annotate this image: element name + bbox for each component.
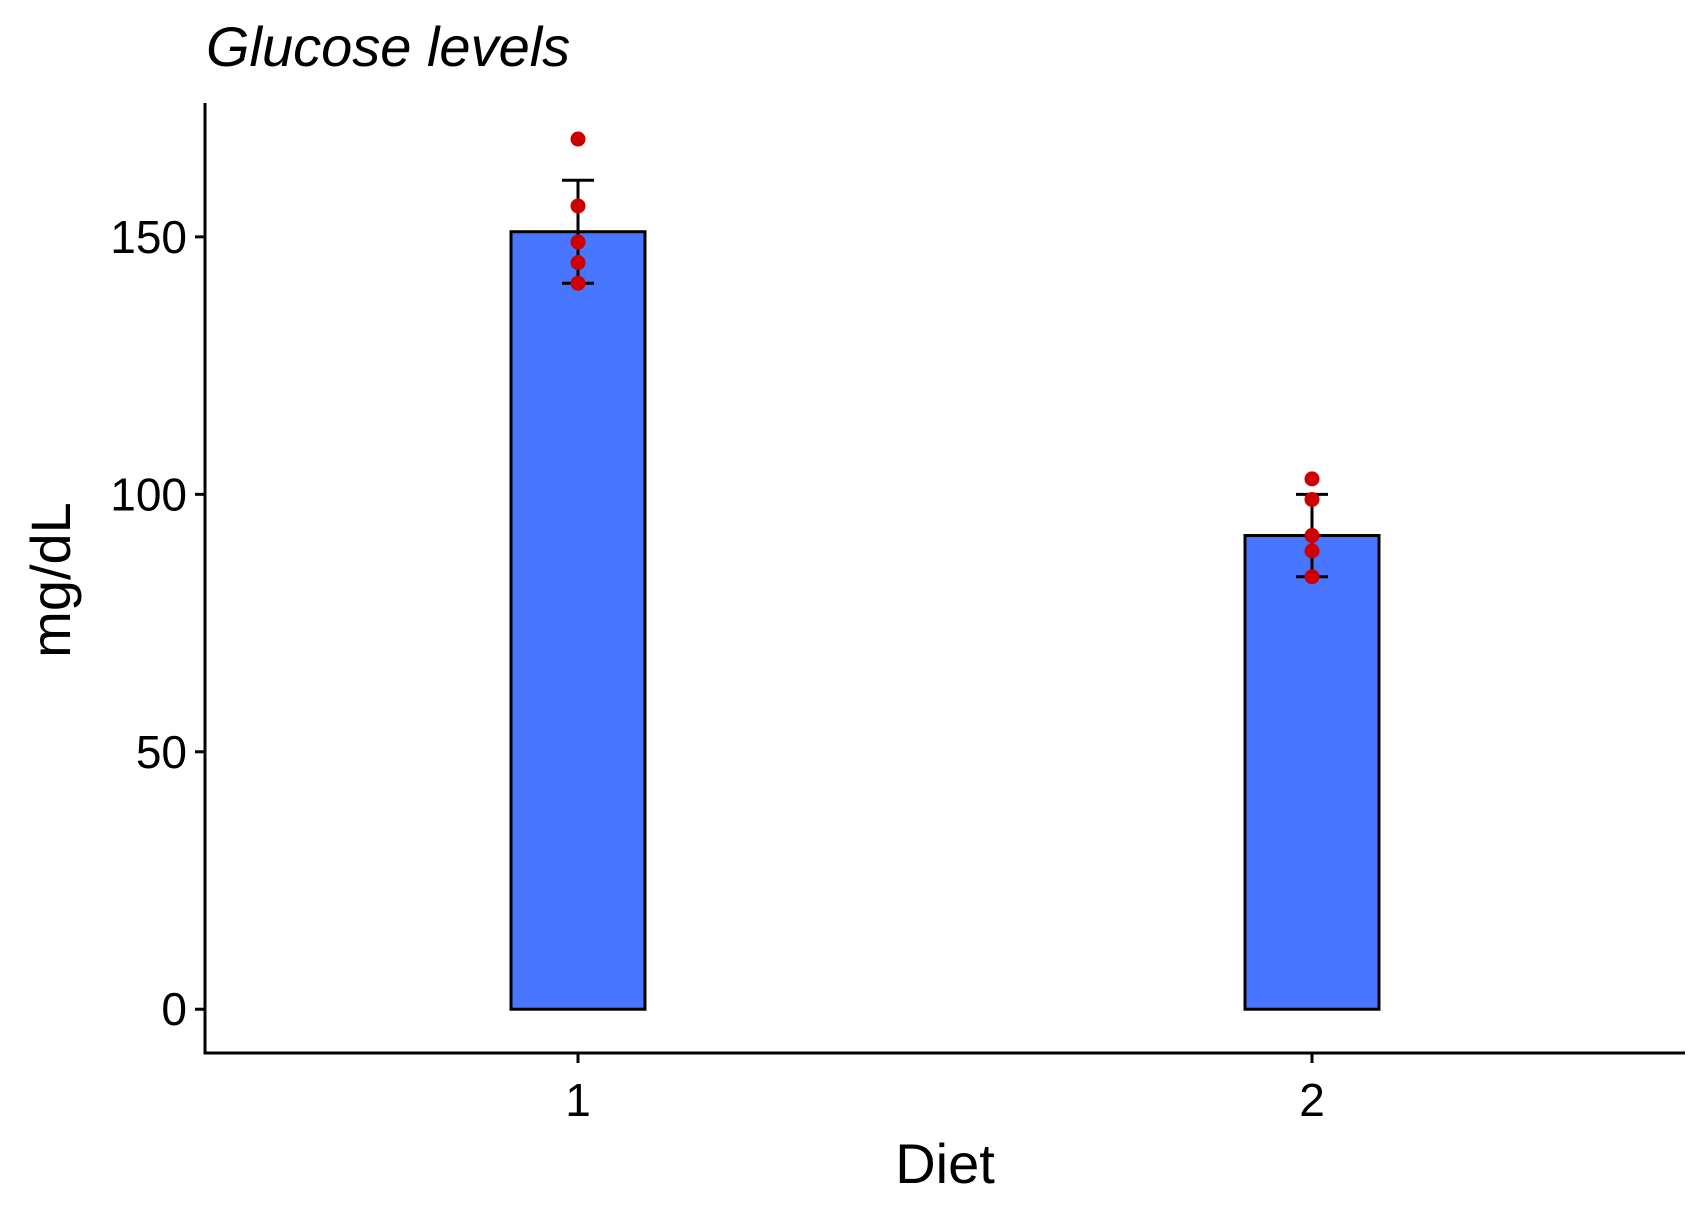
bar-1 — [509, 230, 647, 1011]
y-tick-label-100: 100 — [110, 468, 187, 520]
data-point-1-1 — [570, 131, 586, 147]
y-axis-title: mg/dL — [19, 502, 82, 658]
data-point-2-5 — [1304, 569, 1320, 585]
x-tick-label-1: 1 — [565, 1074, 591, 1126]
data-point-1-3 — [570, 234, 586, 250]
x-axis-title: Diet — [895, 1132, 995, 1195]
data-point-1-2 — [570, 198, 586, 214]
errorbars-layer — [562, 178, 1328, 579]
data-point-2-4 — [1304, 543, 1320, 559]
data-point-2-3 — [1304, 528, 1320, 544]
axes-layer: 0 50 100 150 1 2 — [110, 103, 1685, 1126]
chart-title: Glucose levels — [206, 15, 570, 78]
data-point-1-4 — [570, 255, 586, 271]
y-tick-label-0: 0 — [161, 983, 187, 1035]
data-point-1-5 — [570, 275, 586, 291]
y-tick-label-50: 50 — [136, 726, 187, 778]
y-tick-label-150: 150 — [110, 211, 187, 263]
bar-2 — [1243, 534, 1381, 1011]
data-point-2-1 — [1304, 471, 1320, 487]
bars-layer — [509, 230, 1381, 1011]
points-layer — [570, 131, 1320, 585]
x-tick-label-2: 2 — [1299, 1074, 1325, 1126]
data-point-2-2 — [1304, 491, 1320, 507]
